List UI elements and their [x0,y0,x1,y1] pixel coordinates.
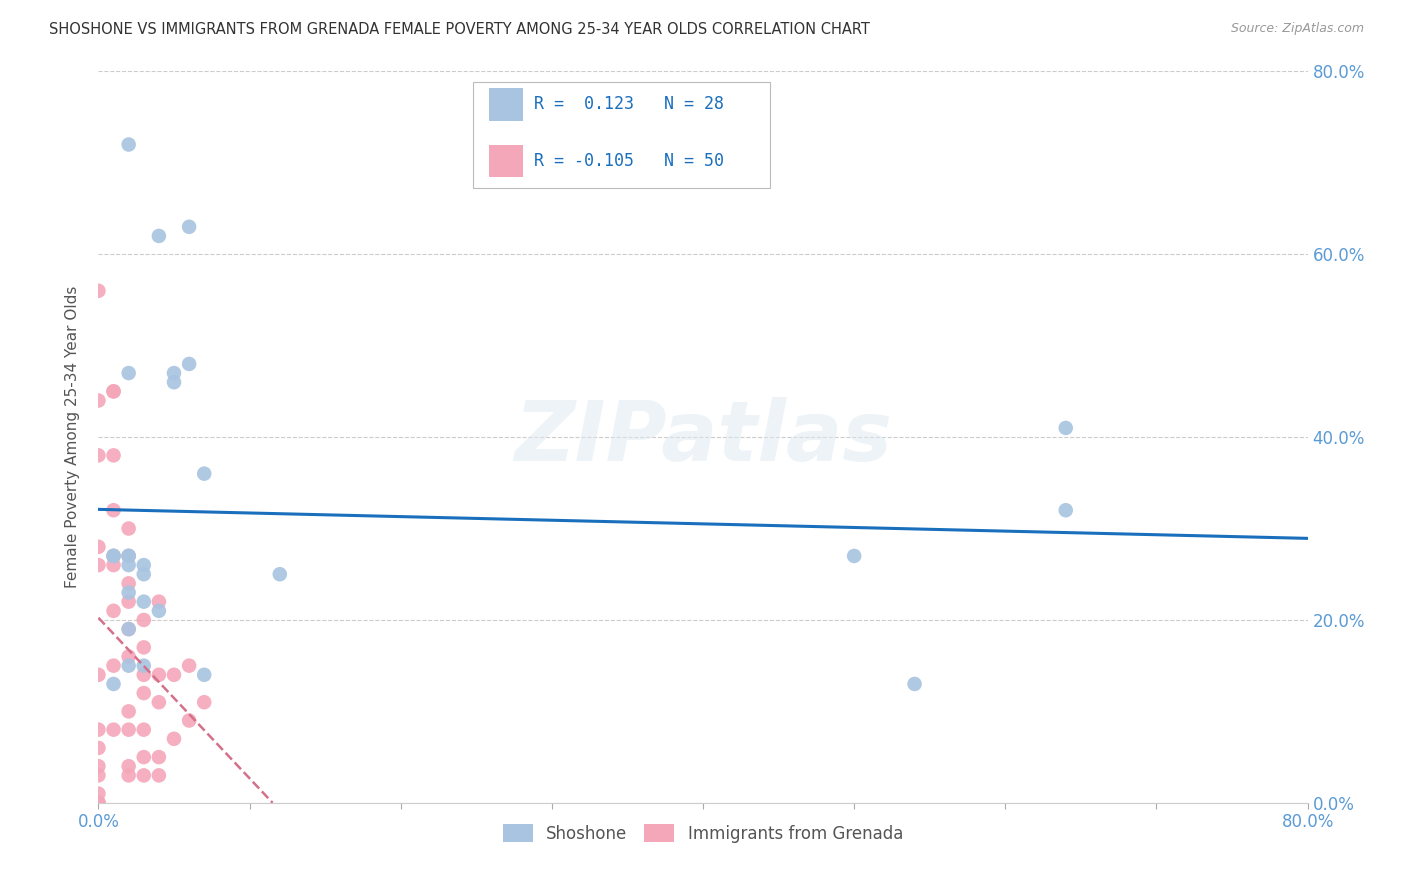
FancyBboxPatch shape [474,82,769,188]
Point [844,549,866,563]
Point [163,366,186,380]
Text: R =  0.123   N = 28: R = 0.123 N = 28 [534,95,724,113]
Point [103,384,125,399]
Point [904,677,927,691]
Point [193,467,215,481]
Point [103,549,125,563]
Point [148,750,170,764]
Point [148,768,170,782]
Point [87,768,110,782]
Point [87,284,110,298]
Point [132,750,155,764]
Point [148,594,170,608]
Point [118,649,141,664]
Point [87,558,110,573]
Point [103,448,125,462]
Point [103,723,125,737]
Point [1054,503,1077,517]
Point [87,448,110,462]
Point [163,375,186,389]
Bar [489,88,523,121]
Point [118,594,141,608]
Point [148,229,170,244]
Text: ZIPatlas: ZIPatlas [515,397,891,477]
Point [103,558,125,573]
Point [118,658,141,673]
Point [87,787,110,801]
Point [118,549,141,563]
Point [87,796,110,810]
Point [118,549,141,563]
Point [118,723,141,737]
Point [103,677,125,691]
Point [179,219,201,234]
Point [103,384,125,399]
Point [87,540,110,554]
Text: R = -0.105   N = 50: R = -0.105 N = 50 [534,152,724,169]
Point [132,613,155,627]
Text: Source: ZipAtlas.com: Source: ZipAtlas.com [1230,22,1364,36]
Point [163,731,186,746]
Point [118,585,141,599]
Point [118,768,141,782]
Point [118,521,141,535]
Point [132,768,155,782]
Point [103,549,125,563]
Point [132,594,155,608]
Point [269,567,291,582]
Legend: Shoshone, Immigrants from Grenada: Shoshone, Immigrants from Grenada [496,818,910,849]
Y-axis label: Female Poverty Among 25-34 Year Olds: Female Poverty Among 25-34 Year Olds [65,286,80,588]
Point [148,667,170,681]
Point [179,357,201,371]
Point [87,796,110,810]
Point [132,723,155,737]
Point [118,137,141,152]
Point [148,695,170,709]
Point [87,393,110,408]
Point [118,549,141,563]
Point [132,558,155,573]
Point [118,366,141,380]
Point [148,604,170,618]
Point [163,667,186,681]
Point [87,759,110,773]
Text: SHOSHONE VS IMMIGRANTS FROM GRENADA FEMALE POVERTY AMONG 25-34 YEAR OLDS CORRELA: SHOSHONE VS IMMIGRANTS FROM GRENADA FEMA… [49,22,870,37]
Point [103,658,125,673]
Point [118,558,141,573]
Point [87,723,110,737]
Point [118,759,141,773]
Point [87,740,110,755]
Point [103,503,125,517]
Point [179,658,201,673]
Point [103,604,125,618]
Bar [489,145,523,178]
Point [87,796,110,810]
Point [87,667,110,681]
Point [132,640,155,655]
Point [118,705,141,719]
Point [132,658,155,673]
Point [179,714,201,728]
Point [1054,421,1077,435]
Point [132,686,155,700]
Point [118,576,141,591]
Point [193,667,215,681]
Point [103,549,125,563]
Point [132,667,155,681]
Point [193,695,215,709]
Point [118,622,141,636]
Point [132,567,155,582]
Point [118,622,141,636]
